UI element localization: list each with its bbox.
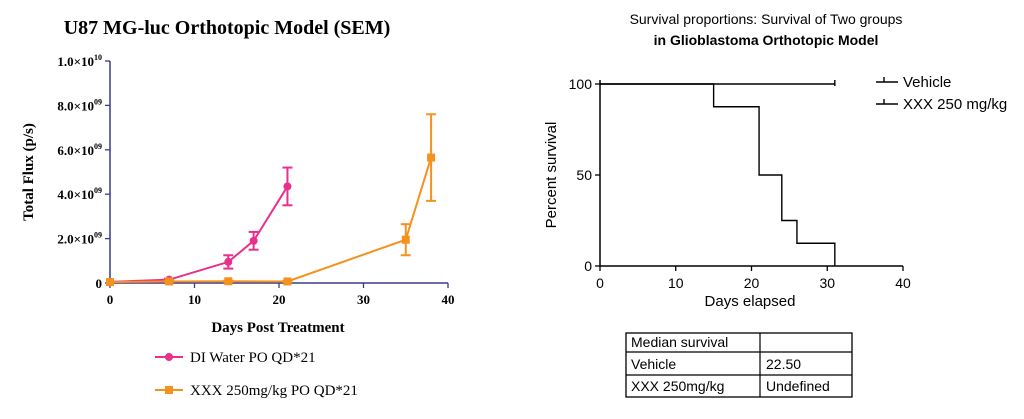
- right-axes: 0 10 20 30 40 0 50 100: [569, 76, 911, 291]
- right-x-tick-label: 40: [895, 275, 911, 291]
- left-legend-label: XXX 250mg/kg PO QD*21: [190, 383, 358, 399]
- left-plot-area: [106, 113, 437, 287]
- left-legend: DI Water PO QD*21 XXX 250mg/kg PO QD*21: [155, 350, 358, 399]
- right-x-tick-label: 30: [819, 275, 835, 291]
- left-data-point: [427, 153, 436, 162]
- left-chart-title: U87 MG-luc Orthotopic Model (SEM): [64, 17, 391, 39]
- table-cell-value: 22.50: [766, 356, 801, 372]
- left-x-tick-label: 40: [442, 292, 455, 307]
- right-x-tick-label: 0: [596, 275, 604, 291]
- table-cell-group: Vehicle: [631, 356, 676, 372]
- right-chart-title-line1: Survival proportions: Survival of Two gr…: [630, 11, 903, 27]
- left-data-point: [165, 277, 174, 286]
- left-data-point: [224, 277, 233, 286]
- left-x-tick-label: 30: [357, 292, 370, 307]
- right-x-axis-label: Days elapsed: [705, 293, 796, 310]
- left-legend-marker: [165, 386, 173, 394]
- right-survival-curve: [600, 83, 836, 266]
- right-x-tick-label: 10: [668, 275, 684, 291]
- right-legend-label: XXX 250 mg/kg: [903, 96, 1007, 113]
- right-legend: Vehicle XXX 250 mg/kg: [876, 74, 1007, 113]
- left-data-point: [249, 236, 258, 245]
- left-data-point: [106, 278, 114, 287]
- left-x-tick-label: 0: [107, 292, 114, 307]
- left-x-axis-label: Days Post Treatment: [211, 320, 344, 336]
- right-y-tick-label: 100: [569, 76, 593, 92]
- left-x-tick-label: 20: [273, 292, 286, 307]
- right-x-tick-label: 20: [744, 275, 760, 291]
- left-chart: U87 MG-luc Orthotopic Model (SEM) 0 10 20 3…: [21, 17, 455, 399]
- left-series-line: [109, 185, 289, 283]
- left-y-tick-label: 1.0×1010: [57, 53, 102, 69]
- right-chart: Survival proportions: Survival of Two gr…: [543, 11, 1007, 310]
- right-legend-label: Vehicle: [903, 74, 951, 91]
- left-data-point: [401, 235, 410, 244]
- left-legend-label: DI Water PO QD*21: [190, 350, 316, 366]
- left-y-tick-label: 6.0×1009: [57, 142, 102, 158]
- right-y-tick-label: 50: [576, 167, 592, 183]
- right-chart-title-line2: in Glioblastoma Orthotopic Model: [654, 32, 879, 48]
- left-y-axis-label: Total Flux (p/s): [21, 123, 37, 221]
- right-y-axis-label: Percent survival: [543, 122, 560, 229]
- left-y-tick-label: 8.0×1009: [57, 97, 102, 113]
- median-survival-table: Median survival Vehicle 22.50 XXX 250mg/…: [625, 332, 853, 398]
- table-border: [625, 332, 853, 398]
- left-y-tick-label: 2.0×1009: [57, 231, 102, 247]
- right-plot-area: [600, 80, 836, 266]
- left-legend-marker: [165, 353, 173, 361]
- left-axes: 0 10 20 30 40 0 2.0×1009 4.0×1009 6.0×1009 8.0×10…: [57, 53, 454, 307]
- left-data-point: [283, 182, 292, 191]
- table-header-cell: Median survival: [631, 334, 728, 350]
- table-cell-value: Undefined: [766, 378, 830, 394]
- left-data-point: [283, 277, 292, 286]
- left-x-tick-label: 10: [188, 292, 201, 307]
- left-series-line: [109, 157, 433, 284]
- left-y-tick-label: 4.0×1009: [57, 186, 102, 202]
- table-cell-group: XXX 250mg/kg: [631, 378, 724, 394]
- right-y-tick-label: 0: [584, 258, 592, 274]
- left-y-tick-label: 0: [96, 276, 103, 291]
- left-data-point: [224, 257, 233, 266]
